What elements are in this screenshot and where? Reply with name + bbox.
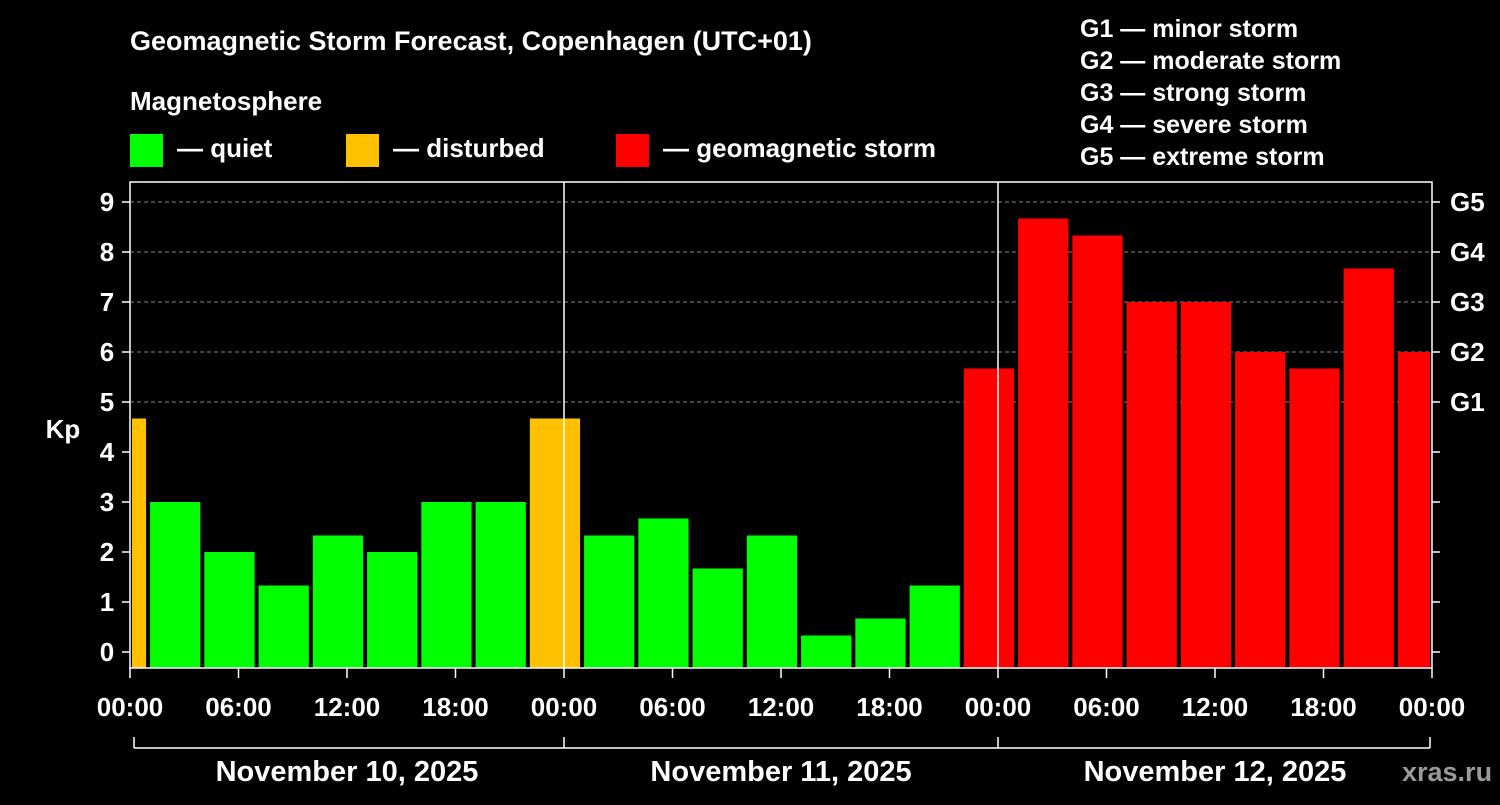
kp-bar-17 — [1018, 218, 1069, 668]
y-tick-label-5: 5 — [100, 387, 114, 417]
axes — [122, 181, 1440, 749]
x-tick-label-7: 18:00 — [856, 692, 923, 722]
kp-bar-1 — [150, 502, 201, 668]
kp-bar-19 — [1126, 302, 1177, 668]
status-legend: — quiet — disturbed — geomagnetic storm — [130, 133, 936, 167]
x-tick-label-1: 06:00 — [205, 692, 272, 722]
day-label-0: November 10, 2025 — [216, 756, 479, 788]
kp-bar-12 — [746, 535, 798, 668]
x-tick-label-10: 12:00 — [1182, 692, 1249, 722]
kp-bar-3 — [258, 585, 309, 668]
legend-swatch-storm — [616, 134, 649, 167]
legend-swatch-disturbed — [346, 134, 379, 167]
day-label-1: November 11, 2025 — [650, 756, 911, 788]
kp-bar-22 — [1289, 368, 1340, 668]
x-tick-label-6: 12:00 — [748, 692, 815, 722]
storm-scale-g2: G2 — moderate storm — [1080, 47, 1341, 75]
bars — [132, 218, 1430, 668]
kp-bar-0 — [132, 418, 147, 668]
day-label-2: November 12, 2025 — [1084, 756, 1347, 788]
kp-bar-2 — [204, 552, 255, 668]
storm-scale-legend: G1 — minor storm G2 — moderate storm G3 … — [1080, 15, 1341, 171]
kp-bar-20 — [1180, 302, 1232, 668]
kp-bar-5 — [367, 552, 418, 668]
g-label-g2: G2 — [1450, 337, 1485, 367]
x-tick-label-12: 00:00 — [1399, 692, 1466, 722]
y-tick-label-9: 9 — [100, 187, 114, 217]
kp-bar-24 — [1397, 352, 1430, 668]
x-tick-label-5: 06:00 — [639, 692, 706, 722]
x-tick-label-3: 18:00 — [422, 692, 489, 722]
x-tick-label-4: 00:00 — [531, 692, 598, 722]
kp-bar-21 — [1235, 352, 1286, 668]
kp-bar-11 — [692, 568, 743, 668]
watermark: xras.ru — [1402, 757, 1492, 787]
tick-labels: 0 1 2 3 4 5 6 7 8 9 G1 G2 G3 G4 G5 00:00 06:00 12:00 18:00… — [97, 187, 1485, 788]
g-label-g5: G5 — [1450, 187, 1485, 217]
kp-bar-6 — [421, 502, 472, 668]
y-tick-label-3: 3 — [100, 487, 114, 517]
storm-scale-g1: G1 — minor storm — [1080, 15, 1298, 43]
kp-bar-15 — [909, 585, 960, 668]
y-tick-label-4: 4 — [100, 437, 115, 467]
x-tick-label-0: 00:00 — [97, 692, 164, 722]
kp-bar-18 — [1072, 235, 1123, 668]
storm-scale-g3: G3 — strong storm — [1080, 79, 1306, 107]
storm-scale-g4: G4 — severe storm — [1080, 111, 1308, 139]
y-axis-label: Kp — [46, 414, 81, 444]
y-tick-label-2: 2 — [100, 537, 114, 567]
chart-subtitle: Magnetosphere — [130, 86, 322, 116]
legend-label-storm: — geomagnetic storm — [663, 133, 936, 163]
x-tick-label-8: 00:00 — [965, 692, 1032, 722]
g-label-g3: G3 — [1450, 287, 1485, 317]
y-tick-label-8: 8 — [100, 237, 114, 267]
kp-bar-23 — [1343, 268, 1394, 668]
kp-bar-13 — [801, 635, 852, 668]
y-tick-label-0: 0 — [100, 637, 114, 667]
kp-bar-16 — [963, 368, 1015, 668]
x-tick-label-2: 12:00 — [314, 692, 381, 722]
x-tick-label-9: 06:00 — [1073, 692, 1140, 722]
legend-label-quiet: — quiet — [177, 133, 273, 163]
legend-swatch-quiet — [130, 134, 163, 167]
y-tick-label-1: 1 — [100, 587, 114, 617]
kp-bar-4 — [312, 535, 364, 668]
g-label-g1: G1 — [1450, 387, 1485, 417]
kp-bar-9 — [584, 535, 635, 668]
kp-bar-7 — [475, 502, 526, 668]
kp-bar-10 — [638, 518, 689, 668]
kp-bar-14 — [855, 618, 906, 668]
y-tick-label-7: 7 — [100, 287, 114, 317]
legend-label-disturbed: — disturbed — [393, 133, 545, 163]
storm-scale-g5: G5 — extreme storm — [1080, 143, 1325, 171]
g-label-g4: G4 — [1450, 237, 1485, 267]
y-tick-label-6: 6 — [100, 337, 114, 367]
kp-bar-8 — [529, 418, 581, 668]
chart-title: Geomagnetic Storm Forecast, Copenhagen (… — [130, 26, 812, 56]
x-tick-label-11: 18:00 — [1290, 692, 1357, 722]
